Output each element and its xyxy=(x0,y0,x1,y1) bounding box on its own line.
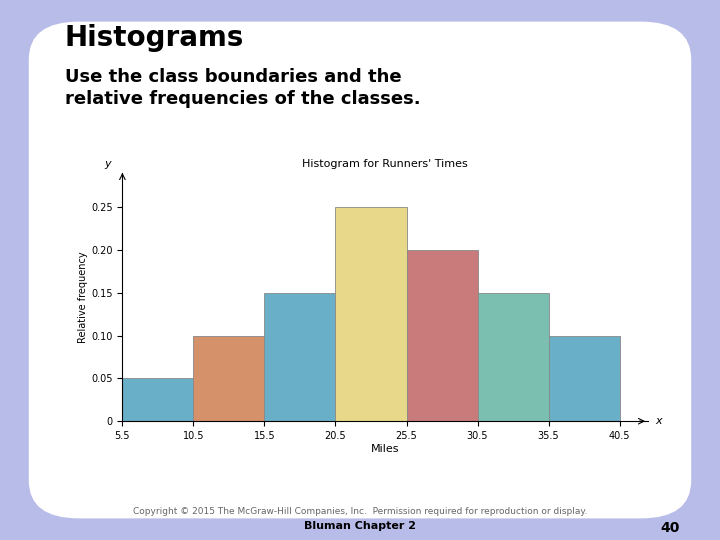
Title: Histogram for Runners' Times: Histogram for Runners' Times xyxy=(302,159,468,169)
Bar xyxy=(122,379,194,421)
Text: Bluman Chapter 2: Bluman Chapter 2 xyxy=(304,521,416,531)
Y-axis label: Relative frequency: Relative frequency xyxy=(78,251,89,343)
Bar xyxy=(336,207,407,421)
Text: Use the class boundaries and the
relative frequencies of the classes.: Use the class boundaries and the relativ… xyxy=(65,68,420,109)
Text: Histograms: Histograms xyxy=(65,24,244,52)
Text: Copyright © 2015 The McGraw-Hill Companies, Inc.  Permission required for reprod: Copyright © 2015 The McGraw-Hill Compani… xyxy=(132,507,588,516)
Text: 40: 40 xyxy=(660,521,679,535)
Bar xyxy=(549,335,620,421)
Bar xyxy=(194,335,264,421)
Bar xyxy=(477,293,549,421)
X-axis label: Miles: Miles xyxy=(371,444,400,454)
Text: x: x xyxy=(655,416,662,426)
Text: y: y xyxy=(104,159,111,168)
FancyBboxPatch shape xyxy=(29,22,691,518)
Bar xyxy=(407,250,477,421)
Bar xyxy=(264,293,336,421)
